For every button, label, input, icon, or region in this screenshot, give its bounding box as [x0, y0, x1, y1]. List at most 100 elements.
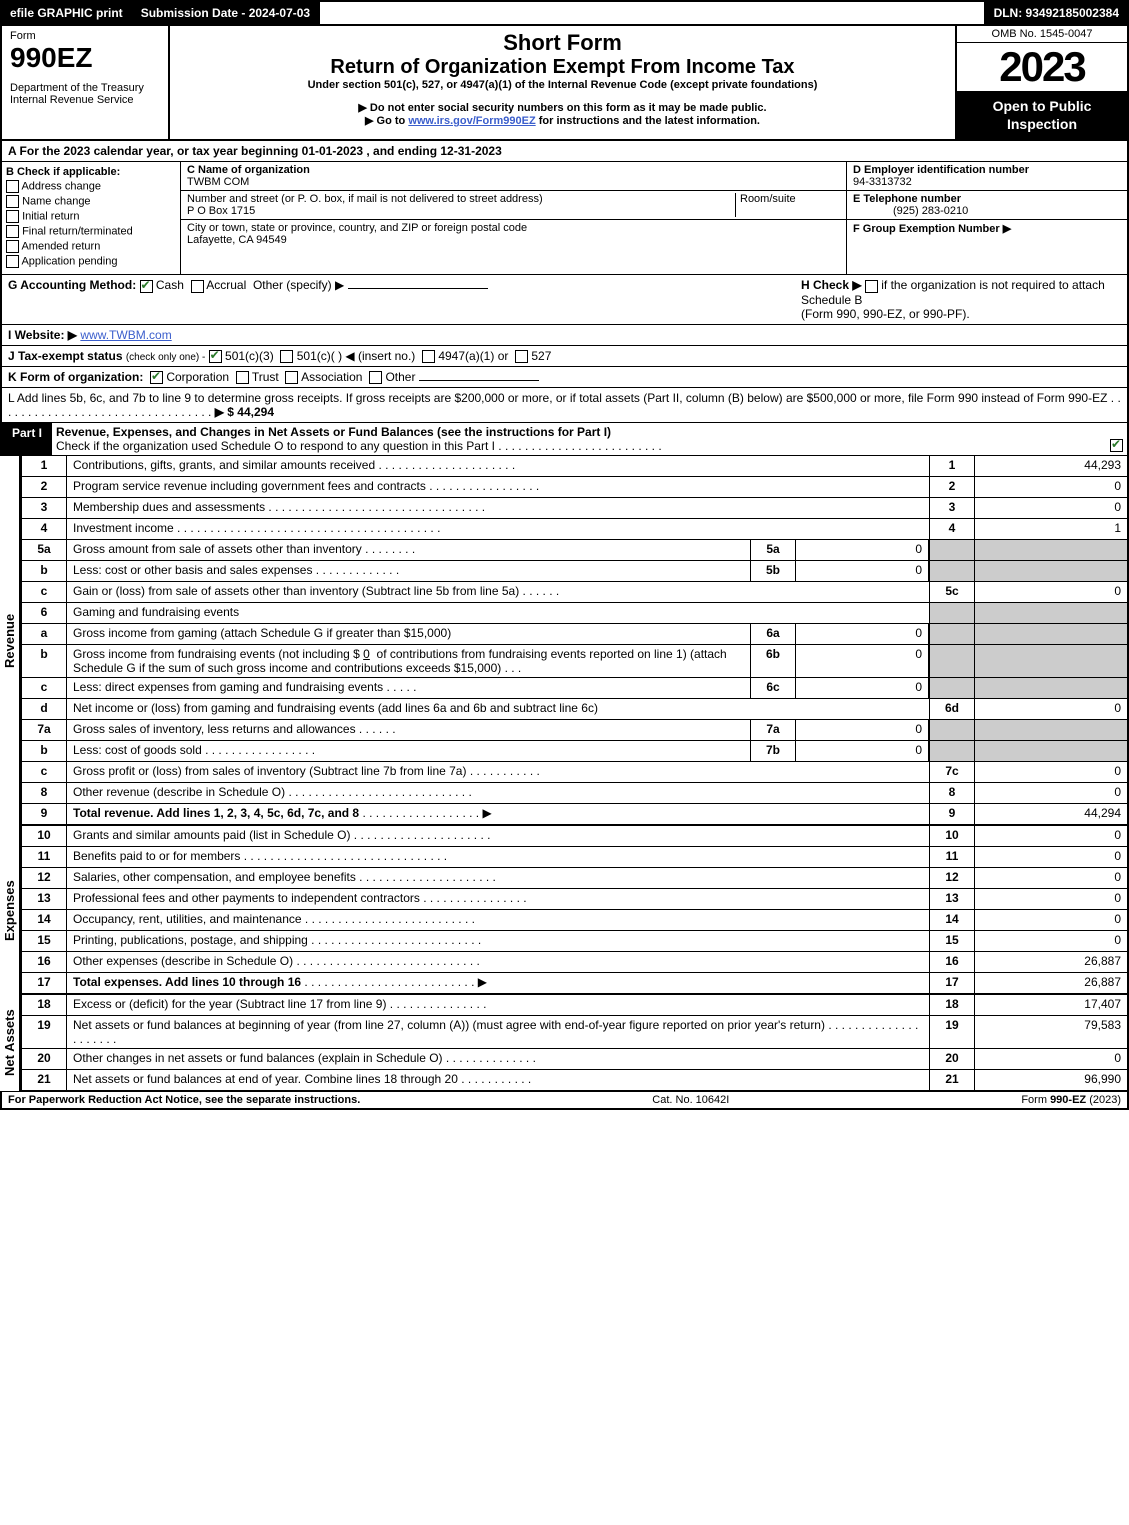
- l6a-grey2: [975, 624, 1127, 644]
- title-short-form: Short Form: [178, 30, 947, 56]
- l2-desc: Program service revenue including govern…: [73, 479, 426, 493]
- checkbox-cash-icon[interactable]: [140, 280, 153, 293]
- checkbox-schedule-o-icon[interactable]: [1110, 439, 1123, 452]
- l13-ln: 13: [929, 889, 975, 909]
- chk-final-return[interactable]: Final return/terminated: [6, 225, 176, 238]
- chk-address-change[interactable]: Address change: [6, 180, 176, 193]
- section-bcdef: B Check if applicable: Address change Na…: [0, 162, 1129, 275]
- l15-num: 15: [22, 931, 67, 951]
- l17-amt: 26,887: [975, 973, 1127, 993]
- chk-amended-return[interactable]: Amended return: [6, 240, 176, 253]
- checkbox-accrual-icon[interactable]: [191, 280, 204, 293]
- footer-catno: Cat. No. 10642I: [652, 1094, 729, 1106]
- checkbox-assoc-icon[interactable]: [285, 371, 298, 384]
- j-label: J Tax-exempt status: [8, 349, 123, 363]
- l5a-desc: Gross amount from sale of assets other t…: [73, 542, 362, 556]
- l1-amt: 44,293: [975, 456, 1127, 476]
- line-1: 1 Contributions, gifts, grants, and simi…: [20, 456, 1129, 477]
- line-18: 18 Excess or (deficit) for the year (Sub…: [20, 995, 1129, 1016]
- line-7a: 7a Gross sales of inventory, less return…: [20, 720, 1129, 741]
- g-other: Other (specify) ▶: [253, 278, 344, 292]
- line-7b: b Less: cost of goods sold . . . . . . .…: [20, 741, 1129, 762]
- checkbox-icon[interactable]: [6, 195, 19, 208]
- checkbox-527-icon[interactable]: [515, 350, 528, 363]
- h-text3: (Form 990, 990-EZ, or 990-PF).: [801, 307, 970, 321]
- opt-initial-return: Initial return: [22, 211, 79, 223]
- row-l: L Add lines 5b, 6c, and 7b to line 9 to …: [0, 388, 1129, 423]
- l20-num: 20: [22, 1049, 67, 1069]
- g-accrual: Accrual: [206, 278, 246, 292]
- l6b-grey2: [975, 645, 1127, 677]
- checkbox-icon[interactable]: [6, 210, 19, 223]
- checkbox-h-icon[interactable]: [865, 280, 878, 293]
- l15-amt: 0: [975, 931, 1127, 951]
- l18-num: 18: [22, 995, 67, 1015]
- row-gh: G Accounting Method: Cash Accrual Other …: [0, 275, 1129, 324]
- g-other-input[interactable]: [348, 288, 488, 289]
- l4-desc: Investment income: [73, 521, 174, 535]
- l6b-subval: 0: [796, 645, 929, 677]
- l12-ln: 12: [929, 868, 975, 888]
- submission-label: Submission Date - 2024-07-03: [141, 6, 310, 20]
- j-4947: 4947(a)(1) or: [438, 349, 508, 363]
- j-501c3: 501(c)(3): [225, 349, 274, 363]
- footer-right: Form 990-EZ (2023): [1021, 1094, 1121, 1106]
- l10-ln: 10: [929, 826, 975, 846]
- opt-address-change: Address change: [21, 181, 101, 193]
- l6d-amt: 0: [975, 699, 1127, 719]
- netassets-group: Net Assets 18 Excess or (deficit) for th…: [0, 995, 1129, 1091]
- checkbox-other-icon[interactable]: [369, 371, 382, 384]
- l14-ln: 14: [929, 910, 975, 930]
- chk-application-pending[interactable]: Application pending: [6, 255, 176, 268]
- l19-ln: 19: [929, 1016, 975, 1048]
- website-link[interactable]: www.TWBM.com: [80, 328, 171, 342]
- c-name-label: C Name of organization: [187, 164, 310, 176]
- checkbox-trust-icon[interactable]: [236, 371, 249, 384]
- checkbox-corp-icon[interactable]: [150, 371, 163, 384]
- l1-ln: 1: [929, 456, 975, 476]
- l16-desc: Other expenses (describe in Schedule O): [73, 954, 293, 968]
- part1-check-text: Check if the organization used Schedule …: [56, 439, 495, 453]
- l6b-desc-wrap: Gross income from fundraising events (no…: [67, 645, 750, 677]
- checkbox-501c3-icon[interactable]: [209, 350, 222, 363]
- chk-name-change[interactable]: Name change: [6, 195, 176, 208]
- checkbox-4947-icon[interactable]: [422, 350, 435, 363]
- netassets-vlabel: Net Assets: [0, 995, 20, 1091]
- opt-application-pending: Application pending: [21, 256, 117, 268]
- line-6b: b Gross income from fundraising events (…: [20, 645, 1129, 678]
- checkbox-501c-icon[interactable]: [280, 350, 293, 363]
- checkbox-icon[interactable]: [6, 255, 19, 268]
- checkbox-icon[interactable]: [6, 180, 19, 193]
- l9-amt: 44,294: [975, 804, 1127, 824]
- l11-num: 11: [22, 847, 67, 867]
- subtitle-goto: ▶ Go to www.irs.gov/Form990EZ for instru…: [178, 114, 947, 127]
- irs-link[interactable]: www.irs.gov/Form990EZ: [408, 115, 535, 127]
- k-other-input[interactable]: [419, 380, 539, 381]
- h-label: H Check ▶: [801, 278, 865, 292]
- f-block: F Group Exemption Number ▶: [847, 220, 1127, 237]
- k-other: Other: [385, 370, 415, 384]
- l6d-ln: 6d: [929, 699, 975, 719]
- checkbox-icon[interactable]: [6, 240, 19, 253]
- chk-initial-return[interactable]: Initial return: [6, 210, 176, 223]
- line-6d: d Net income or (loss) from gaming and f…: [20, 699, 1129, 720]
- l6-grey: [929, 603, 975, 623]
- l8-ln: 8: [929, 783, 975, 803]
- checkbox-icon[interactable]: [6, 225, 19, 238]
- f-label: F Group Exemption Number ▶: [853, 223, 1011, 235]
- l6c-desc: Less: direct expenses from gaming and fu…: [73, 680, 383, 694]
- l7b-num: b: [22, 741, 67, 761]
- line-5a: 5a Gross amount from sale of assets othe…: [20, 540, 1129, 561]
- k-trust: Trust: [252, 370, 279, 384]
- l5a-subval: 0: [796, 540, 929, 560]
- l2-ln: 2: [929, 477, 975, 497]
- l7b-desc: Less: cost of goods sold: [73, 743, 202, 757]
- l7a-desc: Gross sales of inventory, less returns a…: [73, 722, 356, 736]
- org-name: TWBM COM: [187, 176, 249, 188]
- l5b-sub: 5b: [750, 561, 796, 581]
- l12-desc: Salaries, other compensation, and employ…: [73, 870, 356, 884]
- line-8: 8 Other revenue (describe in Schedule O)…: [20, 783, 1129, 804]
- goto-pre: ▶ Go to: [365, 115, 408, 127]
- line-10: 10 Grants and similar amounts paid (list…: [20, 826, 1129, 847]
- l5b-num: b: [22, 561, 67, 581]
